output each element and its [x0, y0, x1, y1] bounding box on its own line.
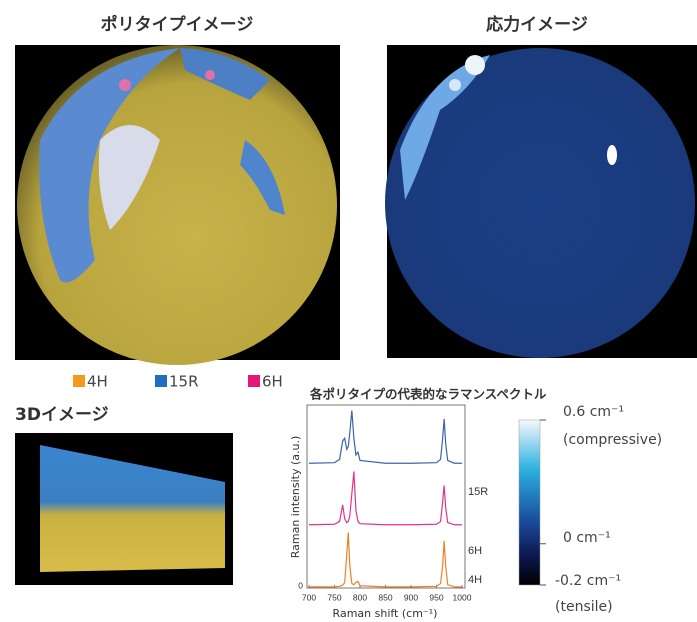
colorbar-label: -0.2 cm⁻¹ — [555, 573, 621, 589]
polytype-image — [15, 45, 340, 365]
x-tick-label: 700 — [302, 592, 316, 602]
panel-title: ポリタイプイメージ — [101, 14, 254, 35]
legend-label: 15R — [169, 373, 199, 391]
legend-swatch — [73, 375, 85, 387]
colorbar — [519, 420, 540, 585]
plot-frame — [307, 405, 465, 588]
x-tick-label: 850 — [378, 592, 392, 602]
colorbar-note: (compressive) — [563, 432, 662, 448]
x-tick-label: 1000 — [453, 592, 472, 602]
panel-title: 3Dイメージ — [15, 405, 109, 425]
x-axis-label: Raman shift (cm⁻¹) — [333, 607, 438, 620]
spectrum-line — [309, 472, 462, 525]
spectrum-line — [309, 411, 462, 464]
colorbar-label: 0.6 cm⁻¹ — [563, 404, 624, 420]
legend-label: 4H — [87, 373, 108, 391]
chart-title: 各ポリタイプの代表的なラマンスペクトル — [309, 387, 547, 402]
series-label: 4H — [468, 574, 482, 586]
legend-label: 6H — [262, 373, 283, 391]
spectrum-line — [309, 533, 462, 587]
x-tick-label: 950 — [429, 592, 443, 602]
panel-title: 応力イメージ — [486, 14, 588, 35]
y-tick-label: 0 — [298, 580, 303, 590]
figure: ポリタイプイメージ 応力イメージ 3Dイメージ 各ポリタイプの代表的なラマンスペ… — [0, 0, 697, 622]
legend-swatch — [248, 375, 260, 387]
series-label: 15R — [468, 486, 488, 498]
x-tick-label: 900 — [404, 592, 418, 602]
y-axis-label: Raman intensity (a.u.) — [289, 436, 302, 559]
x-tick-label: 800 — [353, 592, 367, 602]
series-label: 6H — [468, 545, 482, 557]
colorbar-note: (tensile) — [555, 599, 613, 615]
x-tick-label: 750 — [327, 592, 341, 602]
colorbar-label: 0 cm⁻¹ — [563, 530, 611, 546]
image-3d — [15, 433, 233, 585]
stress-image — [385, 45, 697, 358]
legend-swatch — [155, 375, 167, 387]
